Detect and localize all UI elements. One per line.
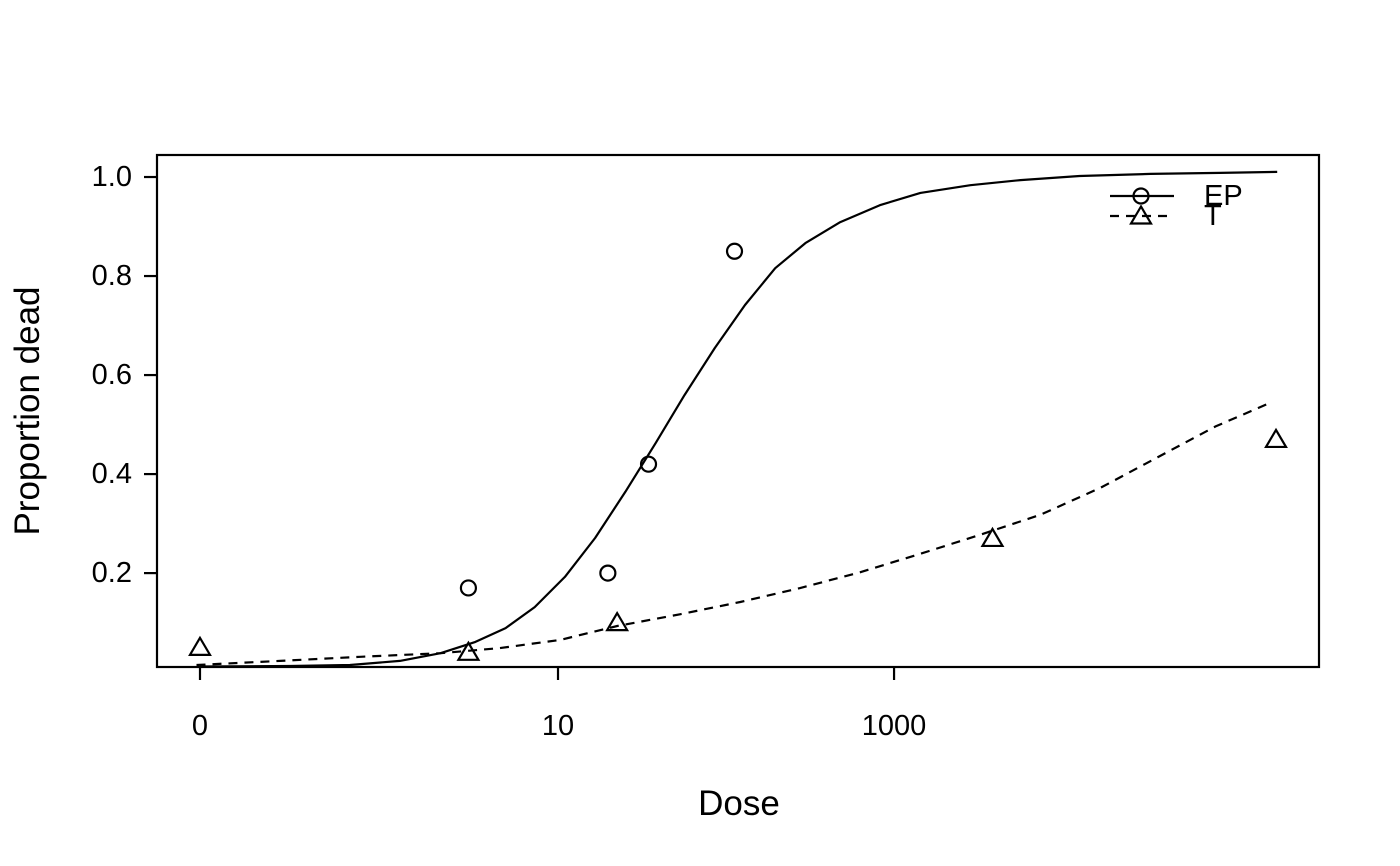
x-axis-title: Dose: [698, 784, 780, 823]
y-tick-label-0.4: 0.4: [91, 458, 132, 490]
t-data-point: [605, 610, 630, 632]
y-tick-label-1.0: 1.0: [91, 161, 132, 193]
y-tick-label-0.6: 0.6: [91, 359, 132, 391]
ep-data-point: [725, 242, 744, 260]
legend-item-ep: EP: [1108, 180, 1243, 212]
y-tick-label-0.8: 0.8: [91, 260, 132, 292]
legend: EP T: [1108, 180, 1243, 232]
t-fit-curve: [196, 401, 1271, 667]
y-tick-label-0.2: 0.2: [91, 557, 132, 589]
y-axis-title: Proportion dead: [8, 286, 47, 536]
x-tick-label-0: 0: [191, 710, 209, 742]
ep-data-point: [639, 455, 658, 473]
x-tick-label-1000: 1000: [861, 710, 927, 742]
legend-label-ep: EP: [1204, 180, 1243, 212]
t-data-point: [1264, 427, 1288, 449]
legend-item-t: T: [1108, 200, 1243, 232]
ep-data-point: [459, 579, 478, 597]
t-data-point: [188, 635, 212, 656]
solid-line-circle-icon: [1110, 187, 1174, 205]
t-data-point: [456, 640, 481, 661]
t-data-point: [980, 526, 1005, 548]
ep-fit-curve: [199, 170, 1278, 668]
x-tick-label-10: 10: [541, 710, 575, 742]
legend-label-t: T: [1204, 200, 1222, 232]
plot-box: [155, 153, 1321, 669]
dashed-line-triangle-icon: [1110, 205, 1174, 225]
ep-data-point: [599, 564, 617, 582]
